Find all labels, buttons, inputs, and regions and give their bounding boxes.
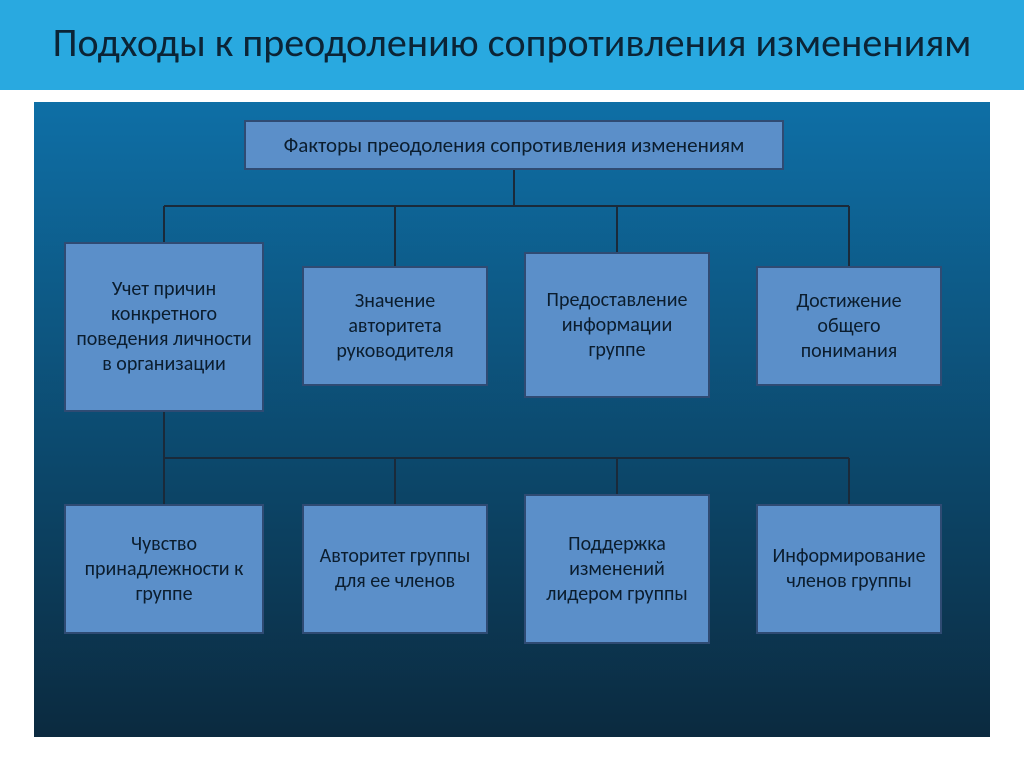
node-row1-1: Значение авторитета руководителя	[302, 266, 488, 386]
diagram-area: Факторы преодоления сопротивления измене…	[34, 102, 990, 737]
node-row1-0: Учет причин конкретного поведения личнос…	[64, 242, 264, 412]
root-node: Факторы преодоления сопротивления измене…	[244, 120, 784, 170]
node-row2-1: Авторитет группы для ее членов	[302, 504, 488, 634]
node-row2-3: Информирование членов группы	[756, 504, 942, 634]
node-row1-3: Достижение общего понимания	[756, 266, 942, 386]
connector-lines	[34, 102, 990, 737]
slide-title: Подходы к преодолению сопротивления изме…	[0, 0, 1024, 90]
slide: Подходы к преодолению сопротивления изме…	[0, 0, 1024, 767]
node-row1-2: Предоставление информации группе	[524, 252, 710, 398]
node-row2-2: Поддержка изменений лидером группы	[524, 494, 710, 644]
node-row2-0: Чувство принадлежности к группе	[64, 504, 264, 634]
